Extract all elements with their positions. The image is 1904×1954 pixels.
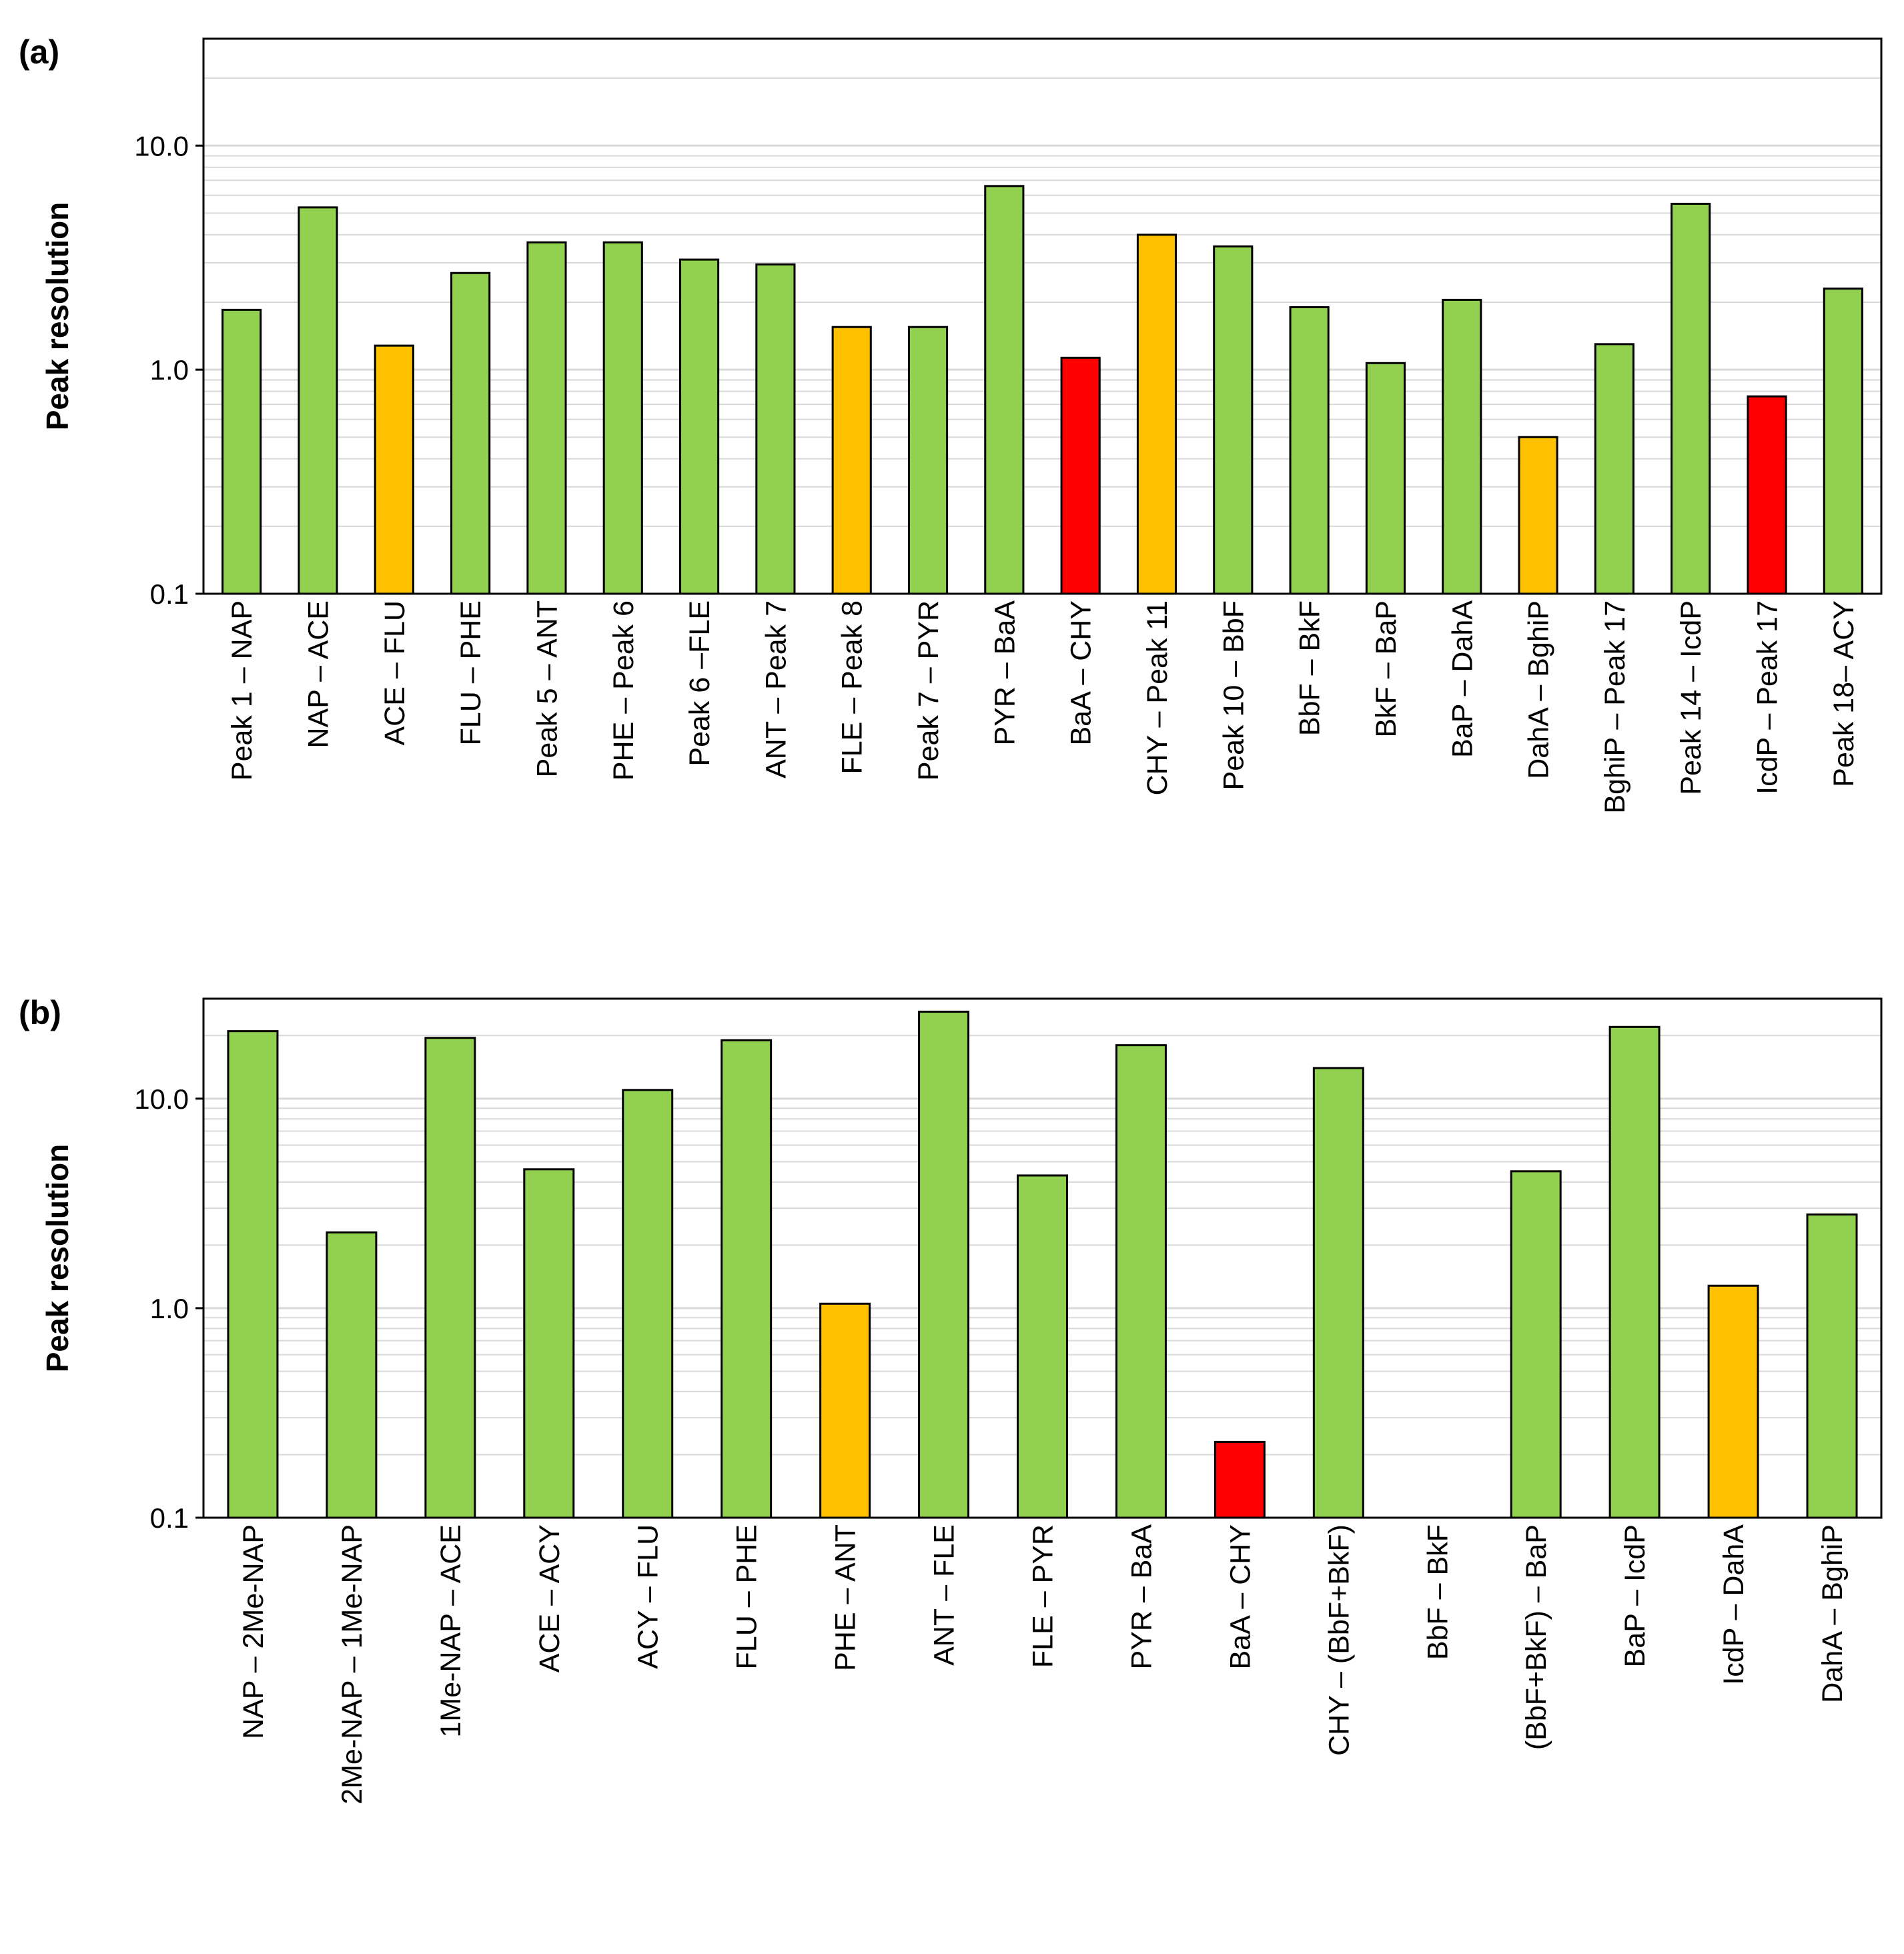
bar-4 bbox=[450, 272, 491, 595]
bar-10 bbox=[1115, 1044, 1167, 1519]
x-tick-label: PHE – Peak 6 bbox=[608, 600, 640, 781]
x-tick-label: 1Me-NAP – ACE bbox=[435, 1524, 467, 1737]
panel-label: (b) bbox=[19, 994, 61, 1031]
x-tick-label: ANT – FLE bbox=[929, 1524, 961, 1666]
bar-13 bbox=[1136, 233, 1177, 595]
bar-3 bbox=[424, 1037, 476, 1519]
bar-15 bbox=[1289, 306, 1330, 595]
bar-15 bbox=[1608, 1025, 1660, 1519]
y-axis-label: Peak resolution bbox=[40, 202, 75, 431]
x-tick-label: FLE – Peak 8 bbox=[837, 600, 869, 775]
x-tick-label: 2Me-NAP – 1Me-NAP bbox=[336, 1524, 368, 1805]
panel-label: (a) bbox=[19, 33, 59, 71]
x-tick-label: Peak 5 – ANT bbox=[531, 600, 563, 777]
bar-9 bbox=[1017, 1174, 1068, 1519]
bar-14 bbox=[1510, 1170, 1562, 1519]
bar-18 bbox=[1518, 436, 1558, 595]
y-tick-label: 0.1 bbox=[150, 578, 189, 610]
bar-6 bbox=[721, 1039, 773, 1519]
bar-11 bbox=[984, 185, 1025, 595]
y-tick-label: 1.0 bbox=[150, 354, 189, 386]
x-tick-label: BaA – CHY bbox=[1224, 1524, 1256, 1670]
bar-8 bbox=[918, 1011, 970, 1519]
y-tick-label: 0.1 bbox=[150, 1502, 189, 1534]
x-tick-label: DahA – BghiP bbox=[1817, 1524, 1849, 1703]
x-tick-label: Peak 1 – NAP bbox=[226, 600, 258, 781]
x-tick-label: BaP – DahA bbox=[1446, 600, 1478, 758]
bar-8 bbox=[755, 263, 796, 595]
x-tick-label: BghiP – Peak 17 bbox=[1599, 600, 1631, 814]
bar-1 bbox=[227, 1030, 279, 1519]
bar-12 bbox=[1060, 356, 1101, 595]
x-tick-label: Peak 14 – IcdP bbox=[1675, 600, 1707, 795]
chart-panel-b: 0.1 1.0 10.0 Peak resolution (b) NAP – 2Me-NA… bbox=[19, 994, 1883, 1805]
bar-1 bbox=[221, 308, 262, 595]
x-tick-label: CHY – (BbF+BkF) bbox=[1323, 1524, 1355, 1756]
bar-2 bbox=[298, 206, 338, 595]
x-tick-label: BaP – IcdP bbox=[1619, 1524, 1651, 1667]
x-tick-label: ACY – FLU bbox=[632, 1524, 664, 1669]
x-tick-label: Peak 10 – BbF bbox=[1218, 600, 1250, 790]
bar-20 bbox=[1671, 202, 1711, 595]
x-tick-label: BbF – BkF bbox=[1294, 600, 1326, 736]
bar-5 bbox=[622, 1089, 674, 1519]
x-tick-label: Peak 6 –FLE bbox=[684, 600, 716, 767]
bar-14 bbox=[1213, 245, 1254, 595]
x-tick-label: NAP – ACE bbox=[302, 600, 334, 749]
x-tick-label: ACE – ACY bbox=[534, 1524, 566, 1672]
bar-17 bbox=[1442, 298, 1482, 595]
bar-17 bbox=[1806, 1213, 1858, 1519]
y-axis-label: Peak resolution bbox=[40, 1144, 75, 1373]
x-tick-label: DahA – BghiP bbox=[1523, 600, 1555, 779]
bar-2 bbox=[326, 1231, 378, 1519]
bar-12 bbox=[1312, 1067, 1364, 1519]
bar-22 bbox=[1823, 288, 1863, 595]
x-tick-label: BaA – CHY bbox=[1065, 600, 1097, 746]
y-tick-label: 1.0 bbox=[150, 1293, 189, 1324]
x-tick-label: ACE – FLU bbox=[379, 600, 411, 745]
bar-19 bbox=[1594, 343, 1634, 595]
bar-6 bbox=[602, 241, 643, 595]
y-tick-label: 10.0 bbox=[134, 130, 189, 161]
plot-frame bbox=[202, 37, 1883, 595]
x-tick-label: ANT – Peak 7 bbox=[760, 600, 792, 779]
chart-panel-a: 0.1 1.0 10.0 Peak resolution (a) Peak 1 – NAP… bbox=[19, 33, 1883, 814]
x-tick-label: Peak 18– ACY bbox=[1828, 600, 1860, 787]
x-tick-label: BbF – BkF bbox=[1422, 1524, 1454, 1660]
x-tick-label: BkF – BaP bbox=[1370, 600, 1402, 738]
x-tick-label: NAP – 2Me-NAP bbox=[237, 1524, 270, 1739]
x-tick-label: Peak 7 – PYR bbox=[913, 600, 945, 781]
bar-5 bbox=[526, 241, 567, 595]
x-tick-label: PYR – BaA bbox=[989, 600, 1021, 746]
bar-21 bbox=[1747, 395, 1787, 595]
x-tick-label: (BbF+BkF) – BaP bbox=[1520, 1524, 1552, 1750]
bar-7 bbox=[819, 1302, 871, 1519]
x-tick-label: FLU – PHE bbox=[731, 1524, 763, 1669]
bar-11 bbox=[1214, 1440, 1266, 1519]
bar-7 bbox=[678, 258, 720, 595]
x-tick-label: FLE – PYR bbox=[1027, 1524, 1059, 1668]
bar-9 bbox=[831, 326, 872, 595]
bar-16 bbox=[1707, 1284, 1759, 1519]
x-tick-label: IcdP – Peak 17 bbox=[1752, 600, 1784, 795]
x-tick-label: IcdP – DahA bbox=[1718, 1524, 1750, 1685]
plot-frame bbox=[202, 997, 1883, 1519]
bar-16 bbox=[1365, 362, 1406, 595]
y-tick-label: 10.0 bbox=[134, 1083, 189, 1115]
x-tick-label: PYR – BaA bbox=[1125, 1524, 1157, 1670]
bar-4 bbox=[523, 1168, 575, 1519]
bar-3 bbox=[374, 344, 414, 595]
bar-10 bbox=[907, 326, 949, 595]
x-tick-label: FLU – PHE bbox=[455, 600, 487, 745]
x-tick-label: CHY – Peak 11 bbox=[1141, 600, 1173, 795]
x-tick-label: PHE – ANT bbox=[830, 1524, 862, 1671]
